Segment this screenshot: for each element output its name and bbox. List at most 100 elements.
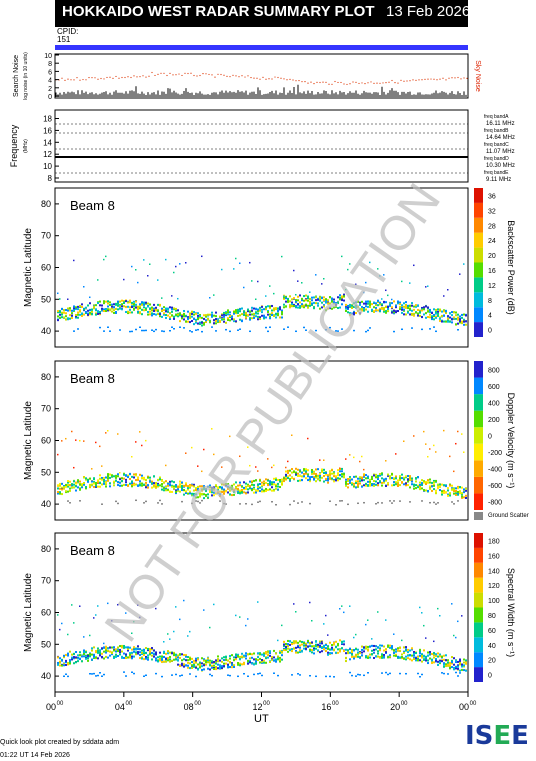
data-cell [149, 653, 151, 656]
data-cell [295, 304, 297, 307]
data-cell [289, 300, 291, 303]
sky-noise-point [205, 73, 207, 75]
data-cell [357, 480, 359, 483]
data-cell [229, 674, 231, 677]
data-cell [281, 483, 283, 486]
data-cell [379, 275, 381, 277]
data-cell [439, 319, 441, 322]
data-cell [375, 480, 377, 483]
sky-noise-point [76, 77, 78, 79]
data-cell [63, 656, 65, 659]
data-cell [325, 328, 327, 331]
data-cell [285, 642, 287, 645]
data-cell [133, 300, 135, 303]
data-cell [181, 487, 183, 490]
data-cell [299, 470, 301, 473]
data-cell [403, 650, 405, 653]
data-cell [133, 648, 135, 651]
data-cell [427, 310, 429, 313]
data-cell [465, 314, 467, 317]
data-cell [427, 455, 429, 458]
data-cell [217, 667, 219, 670]
data-cell [157, 478, 159, 481]
data-cell [227, 491, 229, 494]
data-cell [259, 652, 261, 655]
data-cell [217, 658, 219, 661]
data-cell [195, 319, 197, 322]
data-cell [93, 653, 95, 656]
data-cell [277, 482, 279, 485]
data-cell [455, 661, 457, 664]
colorbar-segment [474, 547, 483, 563]
data-cell [263, 483, 265, 486]
data-cell [185, 664, 187, 667]
data-cell [265, 326, 267, 329]
data-cell [465, 489, 467, 492]
data-cell [437, 312, 439, 315]
data-cell [221, 483, 223, 486]
data-cell [67, 481, 69, 484]
data-cell [215, 311, 217, 314]
data-cell [239, 308, 241, 311]
data-cell [119, 305, 121, 308]
data-cell [61, 488, 63, 491]
data-cell [127, 646, 129, 649]
data-cell [375, 308, 377, 311]
data-cell [323, 475, 325, 478]
data-cell [297, 641, 299, 644]
data-cell [225, 483, 227, 486]
data-cell [367, 619, 369, 621]
data-cell [403, 440, 405, 443]
data-cell [175, 489, 177, 492]
data-cell [163, 650, 165, 653]
data-cell [385, 310, 387, 313]
data-cell [65, 437, 67, 440]
data-cell [447, 319, 449, 322]
data-cell [291, 303, 293, 306]
data-cell [387, 305, 389, 308]
data-cell [455, 490, 457, 493]
data-cell [95, 308, 97, 311]
data-cell [91, 468, 93, 470]
sky-noise-point [118, 77, 120, 79]
x-axis-label: UT [254, 713, 269, 725]
data-cell [59, 491, 61, 494]
data-cell [79, 483, 81, 486]
data-cell [83, 651, 85, 654]
data-cell [135, 328, 137, 331]
data-cell [75, 661, 77, 664]
data-cell [325, 614, 327, 617]
data-cell [297, 280, 299, 282]
data-cell [293, 269, 295, 272]
data-cell [357, 477, 359, 480]
data-cell [451, 311, 453, 314]
data-cell [405, 658, 407, 661]
data-cell [415, 487, 417, 490]
data-cell [437, 660, 439, 663]
colorbar-segment [474, 667, 483, 682]
data-cell [129, 472, 131, 475]
sky-noise-point [337, 81, 339, 84]
data-cell [249, 318, 251, 321]
data-cell [451, 656, 453, 659]
data-cell [219, 490, 221, 493]
data-cell [355, 648, 357, 651]
data-cell [177, 488, 179, 491]
data-cell [247, 483, 249, 486]
data-cell [187, 635, 189, 637]
data-cell [357, 653, 359, 656]
data-cell [335, 303, 337, 306]
data-cell [233, 656, 235, 659]
data-cell [425, 482, 427, 485]
data-cell [117, 473, 119, 476]
data-cell [433, 313, 435, 316]
data-cell [283, 649, 285, 652]
data-cell [335, 304, 337, 307]
data-cell [365, 302, 367, 305]
data-cell [443, 320, 445, 323]
data-cell [285, 649, 287, 652]
data-cell [241, 313, 243, 316]
data-cell [373, 483, 375, 486]
data-cell [197, 668, 199, 671]
data-cell [379, 310, 381, 313]
